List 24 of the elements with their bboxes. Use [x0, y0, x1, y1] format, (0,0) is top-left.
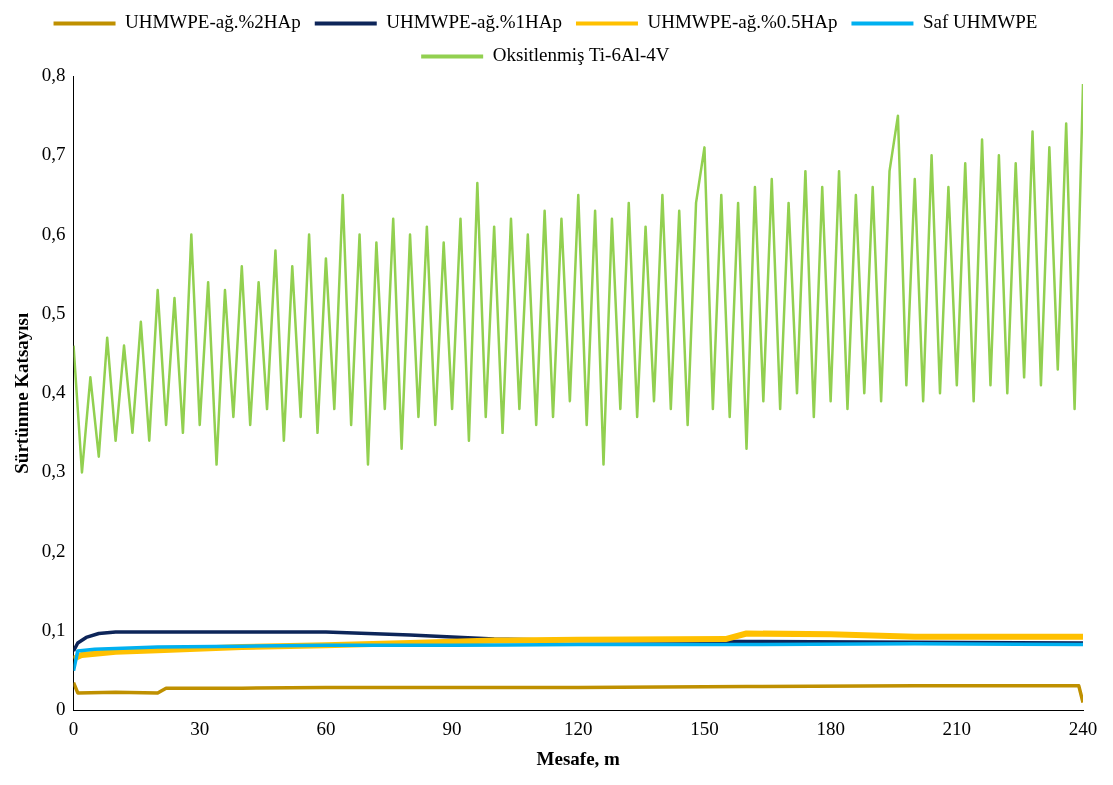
x-tick-label: 180 [816, 717, 845, 739]
x-tick-label: 30 [190, 717, 210, 739]
x-axis-title: Mesafe, m [536, 747, 621, 769]
y-tick-label: 0 [56, 698, 66, 720]
x-tick-label: 210 [942, 717, 972, 739]
legend-label: UHMWPE-ağ.%2HAp [125, 11, 301, 33]
x-tick-label: 150 [690, 717, 719, 739]
y-tick-label: 0,2 [41, 539, 66, 561]
y-tick-label: 0,8 [41, 63, 66, 85]
y-tick-label: 0,1 [41, 619, 66, 641]
y-tick-label: 0,5 [41, 301, 66, 323]
legend-label: UHMWPE-ağ.%1HAp [386, 11, 562, 33]
legend-label: UHMWPE-ağ.%0.5HAp [647, 11, 838, 33]
y-tick-label: 0,3 [41, 460, 66, 482]
y-axis-title: Sürtünme Katsayısı [11, 312, 33, 474]
x-tick-label: 240 [1068, 717, 1098, 739]
x-tick-label: 120 [564, 717, 593, 739]
legend-label: Oksitlenmiş Ti-6Al-4V [492, 44, 670, 66]
legend-label: Saf UHMWPE [922, 11, 1038, 33]
x-tick-label: 90 [442, 717, 462, 739]
x-tick-label: 60 [316, 717, 336, 739]
y-tick-label: 0,4 [41, 381, 67, 403]
y-tick-label: 0,6 [41, 222, 66, 244]
y-tick-label: 0,7 [41, 143, 66, 165]
